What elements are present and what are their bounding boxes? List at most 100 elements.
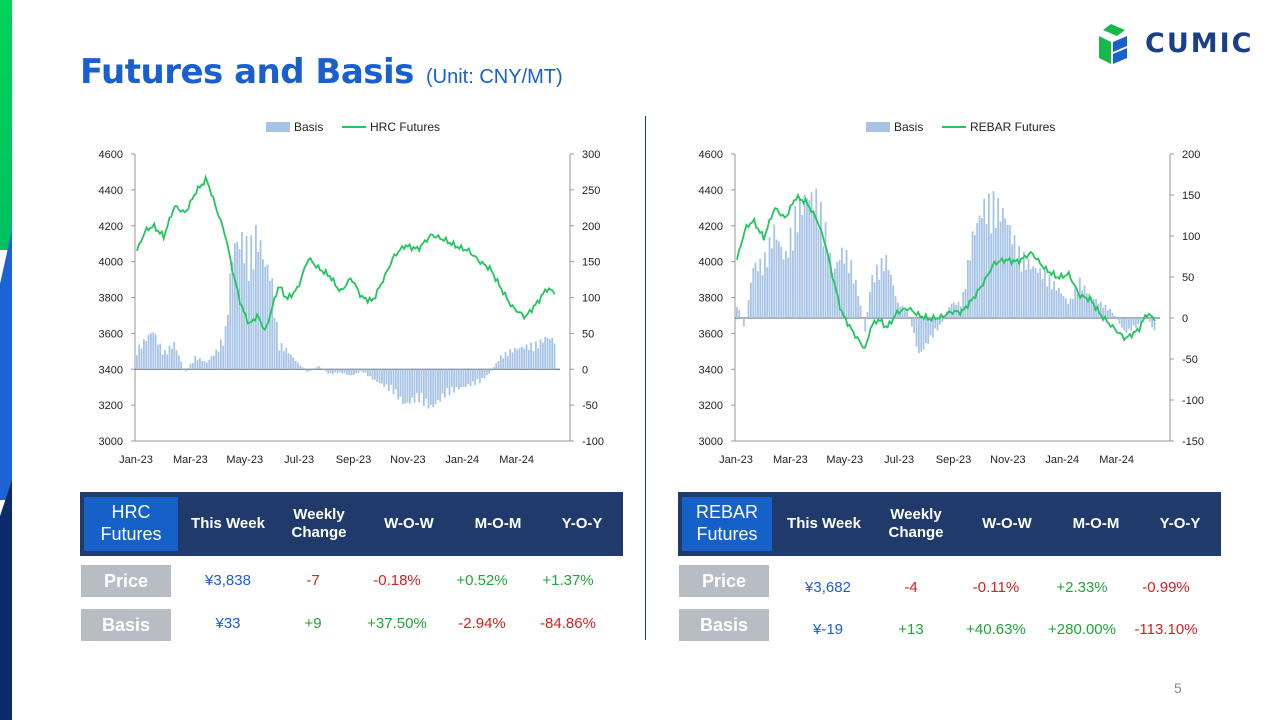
rebar-basis-bar bbox=[885, 254, 888, 318]
hrc-basis-bar bbox=[523, 348, 526, 370]
hrc-basis-bar bbox=[289, 354, 292, 370]
rebar-y-left-tick-label: 3600 bbox=[699, 328, 723, 340]
rebar-basis-bar bbox=[1134, 318, 1137, 328]
rebar-basis-bar bbox=[824, 222, 827, 318]
rebar-basis-bar bbox=[882, 271, 885, 318]
hrc-basis-bar bbox=[184, 369, 187, 372]
hrc-basis-bar bbox=[336, 369, 339, 374]
hrc-basis-bar bbox=[525, 344, 528, 370]
rebar-basis-bar bbox=[1006, 224, 1009, 318]
rebar-basis-bar bbox=[754, 262, 757, 318]
hrc-y-right-tick-label: 300 bbox=[582, 149, 600, 161]
hrc-y-left-tick-label: 4000 bbox=[99, 257, 123, 269]
rebar-basis-bar bbox=[1025, 269, 1028, 318]
hrc-basis-bar bbox=[359, 369, 362, 372]
rebar-basis-bar bbox=[889, 274, 892, 318]
hrc-basis-bar bbox=[219, 339, 222, 370]
rebar-basis-bar bbox=[1036, 272, 1039, 318]
hrc-basis-bar bbox=[163, 350, 166, 370]
hrc-basis-bar bbox=[243, 263, 246, 370]
rebar-y-left-tick-label: 3800 bbox=[699, 293, 723, 305]
hrc-basis-bar bbox=[152, 332, 155, 370]
hrc-legend-swatch-basis bbox=[266, 122, 290, 132]
hrc-basis-bar bbox=[329, 369, 332, 374]
hrc-y-right-tick-label: 100 bbox=[582, 293, 600, 305]
hrc-basis-bar bbox=[373, 369, 376, 380]
rebar-basis-bar bbox=[847, 273, 850, 318]
hrc-basis-bar bbox=[385, 369, 388, 385]
hrc-basis-bar bbox=[415, 369, 418, 393]
hrc-basis-bar bbox=[518, 347, 521, 370]
hrc-basis-bar bbox=[189, 363, 192, 370]
hrc-y-left-tick-label: 3600 bbox=[99, 328, 123, 340]
rebar-basis-bar bbox=[831, 272, 834, 318]
hrc-chart: Basis HRC Futures 3000 3200 3400 3600 3800 4000… bbox=[80, 112, 625, 472]
hrc-x-tick-label: Mar-24 bbox=[499, 454, 534, 466]
rebar-basis-bar bbox=[738, 309, 741, 318]
rebar-basis-bar bbox=[773, 224, 776, 318]
hrc-y-left-tick-label: 3200 bbox=[99, 400, 123, 412]
hrc-basis-bar bbox=[530, 342, 533, 370]
unit-label: (Unit: CNY/MT) bbox=[426, 66, 563, 88]
hrc-basis-bar bbox=[357, 369, 360, 373]
hrc-basis-bar bbox=[156, 344, 159, 370]
hrc-y-right-tick-label: -50 bbox=[582, 400, 598, 412]
rebar-basis-bar bbox=[924, 318, 927, 344]
hrc-basis-bar bbox=[142, 339, 145, 370]
hrc-x-tick-label: Mar-23 bbox=[173, 454, 208, 466]
hrc-y-right-tick-label: 150 bbox=[582, 257, 600, 269]
hrc-basis-bar bbox=[257, 252, 260, 370]
rebar-basis-bar bbox=[770, 248, 773, 318]
hrc-basis-bar bbox=[406, 369, 409, 403]
hrc-basis-bar bbox=[208, 359, 211, 370]
rebar-basis-bar bbox=[796, 232, 799, 318]
rebar-x-tick-label: Jul-23 bbox=[884, 454, 914, 466]
hrc-basis-bar bbox=[453, 369, 456, 393]
hrc-basis-bar bbox=[245, 236, 248, 370]
hrc-basis-bar bbox=[490, 369, 493, 371]
rebar-y-left-tick-label: 4000 bbox=[699, 257, 723, 269]
hrc-basis-bar bbox=[159, 343, 162, 370]
hrc-basis-bar bbox=[411, 369, 414, 398]
rebar-basis-bar bbox=[1137, 318, 1140, 325]
rebar-basis-bar bbox=[833, 268, 836, 318]
hrc-x-tick-label: Sep-23 bbox=[336, 454, 371, 466]
rebar-basis-bar bbox=[766, 267, 769, 318]
rebar-legend-swatch-basis bbox=[866, 122, 890, 132]
rebar-basis-bar bbox=[915, 318, 918, 347]
rebar-basis-bar bbox=[1048, 274, 1051, 318]
hrc-basis-bar bbox=[537, 348, 540, 370]
hrc-basis-bar bbox=[247, 281, 250, 370]
rebar-basis-bar bbox=[1120, 318, 1123, 328]
hrc-basis-bar bbox=[282, 351, 285, 370]
rebar-basis-this-week: ¥-19 bbox=[812, 621, 844, 638]
hrc-basis-bar bbox=[334, 369, 337, 373]
hrc-legend: Basis HRC Futures bbox=[266, 120, 440, 134]
hrc-basis-bar bbox=[553, 343, 556, 370]
rebar-basis-bar bbox=[1081, 290, 1084, 318]
hrc-basis-bar bbox=[205, 362, 208, 370]
rebar-basis-bar bbox=[950, 303, 953, 318]
hrc-x-tick-label: Jan-24 bbox=[445, 454, 479, 466]
rebar-basis-bar bbox=[810, 192, 813, 318]
rebar-basis-bar bbox=[808, 200, 811, 318]
rebar-basis-bar bbox=[943, 316, 946, 318]
hrc-basis-bar bbox=[254, 224, 257, 370]
rebar-basis-bar bbox=[1032, 266, 1035, 318]
hrc-basis-bar bbox=[331, 369, 334, 375]
rebar-header-wow: W-O-W bbox=[982, 515, 1032, 532]
rebar-basis-bar bbox=[1151, 318, 1154, 328]
rebar-basis-bar bbox=[1046, 286, 1049, 318]
hrc-basis-bar bbox=[434, 369, 437, 405]
rebar-basis-bar bbox=[901, 305, 904, 318]
hrc-basis-bar bbox=[371, 369, 374, 380]
hrc-basis-bar bbox=[425, 369, 428, 399]
rebar-basis-bar bbox=[819, 201, 822, 318]
rebar-basis-bar bbox=[985, 223, 988, 318]
rebar-y-right-tick-label: -100 bbox=[1182, 395, 1204, 407]
rebar-basis-bar bbox=[920, 318, 923, 352]
hrc-price-yoy: +1.37% bbox=[542, 572, 594, 589]
hrc-x-tick-label: Jan-23 bbox=[119, 454, 153, 466]
rebar-basis-bar bbox=[1027, 259, 1030, 318]
rebar-x-tick-label: Mar-24 bbox=[1099, 454, 1134, 466]
